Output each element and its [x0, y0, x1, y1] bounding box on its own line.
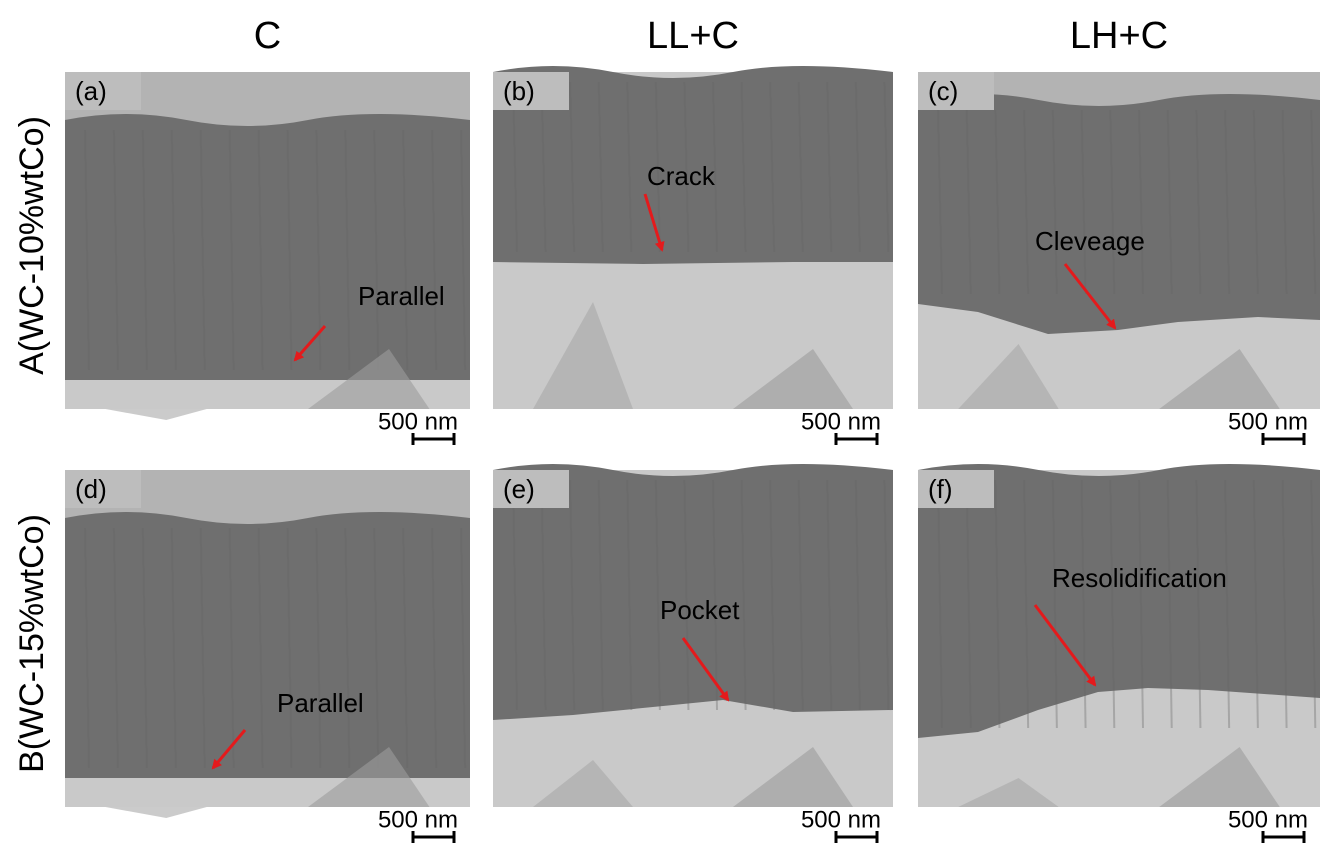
panel: (f) Resolidification: [918, 464, 1320, 807]
panel-label: (e): [503, 474, 535, 504]
panel: (b) Crack: [493, 66, 893, 409]
page: C LL+C LH+C A(WC-10%wtCo) B(WC-15%wtCo) (a) Pa…: [0, 0, 1321, 843]
scale-bar-label: 500 nm: [801, 806, 881, 833]
column-header: LH+C: [1070, 15, 1168, 57]
annotation: Cleveage: [1035, 226, 1145, 256]
row-label: B(WC-15%wtCo): [13, 514, 51, 773]
panel: (d) Parallel: [65, 470, 470, 818]
column-header: C: [254, 15, 281, 57]
grain: [106, 807, 207, 818]
scale-bar-label: 500 nm: [378, 408, 458, 435]
annotation: Pocket: [660, 595, 740, 625]
scale-bar-label: 500 nm: [1228, 806, 1308, 833]
panel-label: (b): [503, 76, 535, 106]
annotation: Parallel: [277, 688, 364, 718]
scale-bar-label: 500 nm: [1228, 408, 1308, 435]
coating-layer: [65, 512, 470, 778]
panel: (c) Cleveage: [918, 72, 1320, 409]
scale-bar-label: 500 nm: [801, 408, 881, 435]
coating-layer: [65, 114, 470, 380]
row-label: A(WC-10%wtCo): [13, 116, 51, 375]
panel-label: (d): [75, 474, 107, 504]
panel: (a) Parallel: [65, 72, 470, 420]
grain: [106, 409, 207, 420]
annotation: Parallel: [358, 281, 445, 311]
panel-label: (f): [928, 474, 953, 504]
figure: C LL+C LH+C A(WC-10%wtCo) B(WC-15%wtCo) (a) Pa…: [0, 0, 1321, 843]
annotation: Crack: [647, 161, 716, 191]
scale-bar-label: 500 nm: [378, 806, 458, 833]
panel-label: (c): [928, 76, 958, 106]
panel-label: (a): [75, 76, 107, 106]
column-header: LL+C: [647, 15, 739, 57]
annotation: Resolidification: [1052, 563, 1227, 593]
coating-layer: [918, 94, 1320, 334]
panel: (e) Pocket: [493, 464, 893, 807]
